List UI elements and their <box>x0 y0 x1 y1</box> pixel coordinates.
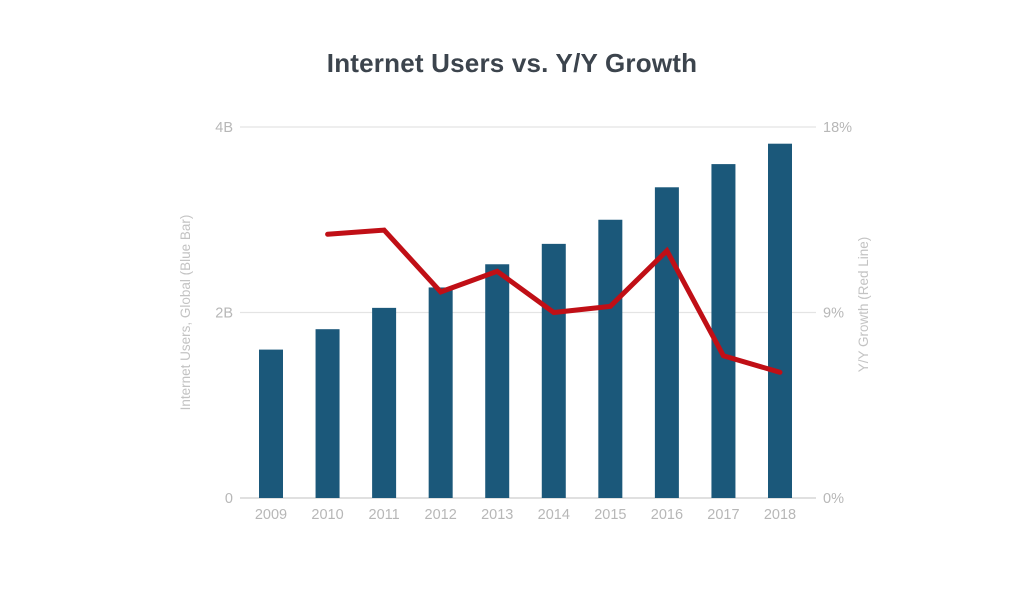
left-axis-tick-label: 2B <box>215 306 233 322</box>
bar-2016 <box>654 187 679 498</box>
bar-2013 <box>485 264 510 498</box>
right-axis-tick-label: 0% <box>823 491 844 507</box>
growth-line <box>325 227 783 375</box>
bar-2017 <box>711 164 736 498</box>
bar-2010 <box>315 329 340 498</box>
x-axis-label-2014: 2014 <box>538 507 570 523</box>
bar-2015 <box>598 219 623 498</box>
bar-2018 <box>768 143 792 498</box>
left-axis-tick-label: 0 <box>225 491 233 507</box>
right-axis-tick-label: 18% <box>823 120 852 136</box>
right-axis-tick-label: 9% <box>823 306 844 322</box>
bar-2014 <box>541 243 566 498</box>
x-axis-label-2009: 2009 <box>255 507 287 523</box>
bar-2009 <box>259 349 283 498</box>
x-axis-label-2011: 2011 <box>369 507 400 523</box>
x-axis-label-2017: 2017 <box>707 507 739 523</box>
bar-2012 <box>428 287 453 498</box>
chart-title: Internet Users vs. Y/Y Growth <box>326 48 698 78</box>
left-axis-title: Internet Users, Global (Blue Bar) <box>178 215 193 411</box>
x-axis-label-2018: 2018 <box>764 507 796 523</box>
x-axis-label-2010: 2010 <box>311 507 343 523</box>
x-axis-label-2012: 2012 <box>425 507 457 523</box>
bar-2011 <box>372 307 397 498</box>
x-axis-label-2016: 2016 <box>651 507 683 523</box>
left-axis-tick-label: 4B <box>215 120 233 136</box>
right-axis-title: Y/Y Growth (Red Line) <box>856 237 871 373</box>
x-axis-label-2015: 2015 <box>594 507 626 523</box>
x-axis-label-2013: 2013 <box>481 507 513 523</box>
